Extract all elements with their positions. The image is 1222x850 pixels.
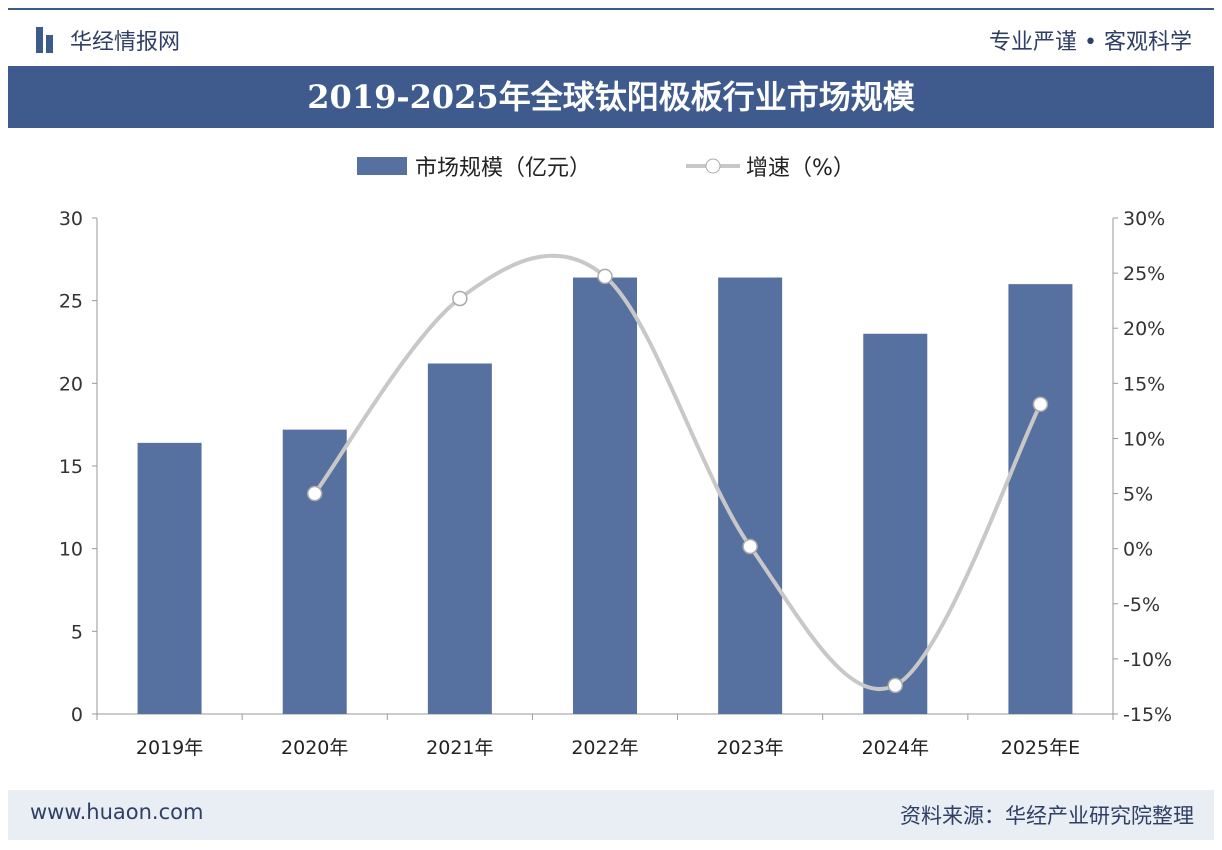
x-tick-label: 2020年	[281, 737, 348, 759]
right-tick-label: -5%	[1123, 594, 1160, 616]
top-divider	[8, 8, 1214, 10]
left-tick-label: 20	[59, 373, 83, 395]
growth-point	[742, 538, 758, 555]
slogan: 专业严谨 • 客观科学	[989, 30, 1192, 55]
logo-text: 华经情报网	[70, 30, 181, 55]
right-tick-label: 5%	[1123, 484, 1153, 506]
growth-point	[887, 677, 904, 694]
legend-line-label: 增速（%）	[746, 156, 855, 181]
right-tick-label: 10%	[1123, 428, 1165, 450]
legend-line-marker	[705, 158, 721, 174]
right-tick-label: -10%	[1123, 649, 1172, 671]
x-tick-label: 2023年	[716, 737, 783, 759]
x-tick-label: 2024年	[862, 737, 929, 759]
chart-title: 2019-2025年全球钛阳极板行业市场规模	[8, 66, 1214, 128]
left-tick-label: 5	[71, 621, 83, 643]
bar-2024年	[863, 333, 928, 714]
left-tick-label: 30	[59, 208, 83, 230]
x-tick-label: 2021年	[426, 737, 493, 759]
growth-line	[313, 253, 1043, 691]
bar-2022年	[573, 277, 637, 714]
bar-2019年	[137, 442, 202, 714]
x-tick-label: 2025年E	[1001, 737, 1080, 759]
x-tick-label: 2019年	[136, 737, 203, 759]
growth-point	[1032, 396, 1049, 413]
legend-bar-swatch	[357, 157, 407, 175]
right-tick-label: 30%	[1123, 208, 1165, 230]
right-tick-label: 0%	[1123, 539, 1153, 561]
right-tick-label: 25%	[1123, 263, 1165, 285]
bar-2025年E	[1008, 284, 1073, 714]
logo: 华经情报网	[36, 24, 180, 56]
logo-icon	[36, 27, 62, 53]
growth-point	[306, 485, 323, 502]
website-link[interactable]: www.huaon.com	[30, 800, 204, 824]
footer-band	[8, 790, 1214, 840]
x-tick-label: 2022年	[571, 737, 638, 759]
left-tick-label: 0	[71, 704, 83, 726]
bar-2021年	[427, 363, 492, 714]
growth-point	[452, 290, 468, 307]
left-tick-label: 10	[59, 539, 83, 561]
bar-2020年	[282, 429, 347, 714]
right-tick-label: 15%	[1123, 373, 1165, 395]
left-tick-label: 15	[59, 456, 83, 478]
left-tick-label: 25	[59, 291, 83, 313]
source-note: 资料来源：华经产业研究院整理	[900, 804, 1194, 828]
growth-point	[597, 268, 613, 285]
right-tick-label: 20%	[1123, 318, 1165, 340]
right-tick-label: -15%	[1123, 704, 1172, 726]
chart: 0 5 10 15 20 25 30 -15% -10% -5% 0% 5% 10% 15% 20% 25% 3…	[59, 156, 1172, 759]
legend-bar-label: 市场规模（亿元）	[415, 156, 591, 181]
bar-2023年	[718, 277, 783, 714]
